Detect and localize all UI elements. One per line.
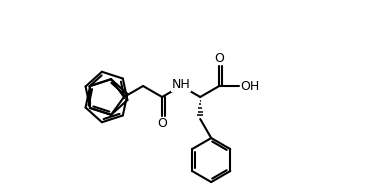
Text: NH: NH	[172, 79, 191, 92]
Text: OH: OH	[240, 80, 259, 93]
Text: O: O	[214, 52, 224, 65]
Text: O: O	[157, 117, 167, 130]
